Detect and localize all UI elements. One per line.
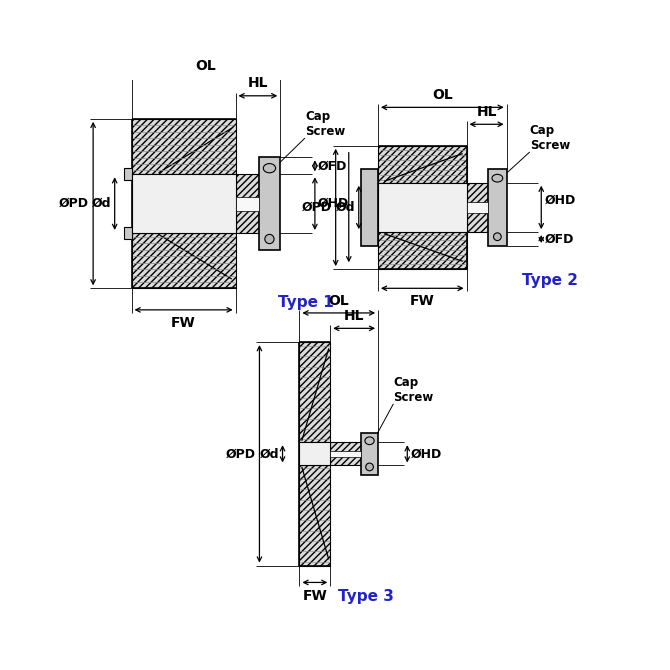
Bar [378, 232, 466, 269]
Bar [299, 442, 330, 466]
Bar [378, 183, 466, 232]
Text: Ød: Ød [336, 201, 356, 214]
Text: OL: OL [328, 293, 349, 308]
Text: ØHD: ØHD [318, 197, 349, 210]
Bar [236, 197, 259, 210]
Text: Cap
Screw: Cap Screw [530, 124, 570, 152]
Bar [236, 174, 259, 233]
Text: ØPD: ØPD [302, 201, 332, 214]
Text: ØPD: ØPD [58, 197, 88, 210]
Ellipse shape [265, 234, 274, 244]
Bar [131, 119, 236, 174]
Bar [378, 146, 466, 183]
Text: ØFD: ØFD [318, 159, 347, 172]
Text: FW: FW [410, 294, 435, 308]
Text: Cap
Screw: Cap Screw [393, 376, 433, 404]
Text: HL: HL [344, 309, 364, 323]
Bar [259, 157, 280, 250]
Bar [124, 226, 131, 239]
Bar [299, 466, 330, 565]
Text: Type 3: Type 3 [338, 589, 394, 604]
Bar [131, 174, 236, 233]
Bar [361, 169, 378, 246]
Ellipse shape [492, 174, 502, 182]
Text: ØHD: ØHD [410, 448, 442, 460]
Text: Ød: Ød [260, 448, 279, 460]
Bar [299, 342, 330, 442]
Text: OL: OL [432, 88, 453, 102]
Text: ØFD: ØFD [544, 232, 574, 245]
Bar [124, 168, 131, 180]
Bar [466, 183, 488, 232]
Text: HL: HL [248, 76, 268, 90]
Text: HL: HL [476, 105, 497, 119]
Text: ØPD: ØPD [226, 448, 255, 460]
Text: Type 1: Type 1 [278, 295, 334, 310]
Bar [488, 169, 507, 246]
Text: Type 2: Type 2 [522, 273, 578, 288]
Text: OL: OL [196, 60, 216, 74]
Ellipse shape [494, 233, 501, 241]
Ellipse shape [365, 437, 374, 445]
Bar [361, 433, 378, 474]
Text: Cap
Screw: Cap Screw [305, 110, 345, 138]
Ellipse shape [366, 463, 373, 471]
Text: FW: FW [172, 316, 196, 330]
Text: ØHD: ØHD [544, 193, 576, 206]
Bar [131, 233, 236, 288]
Bar [330, 451, 361, 457]
Bar [330, 442, 361, 466]
Bar [466, 202, 488, 213]
Text: Ød: Ød [92, 197, 112, 210]
Text: FW: FW [303, 589, 327, 602]
Ellipse shape [263, 163, 275, 173]
